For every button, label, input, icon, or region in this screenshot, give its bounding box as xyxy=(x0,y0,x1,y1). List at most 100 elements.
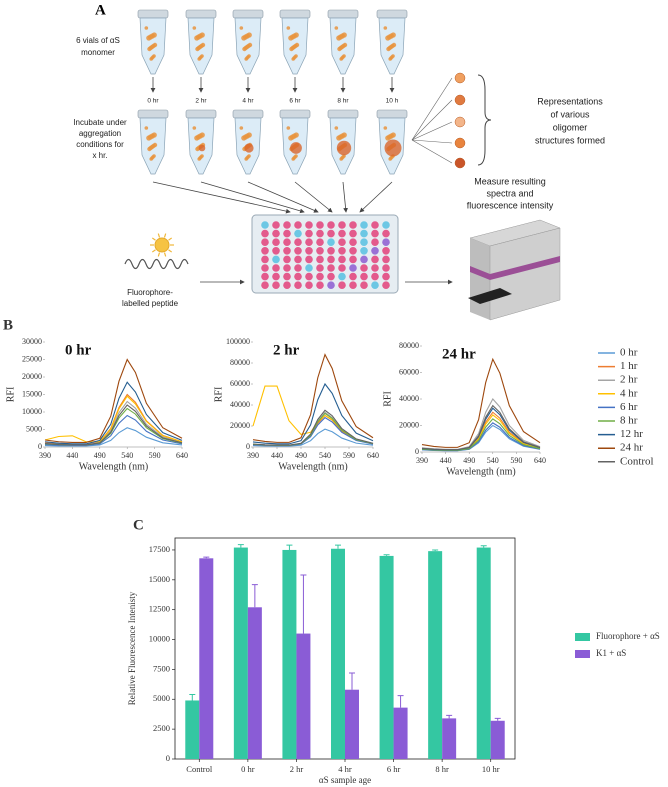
spectrum-line xyxy=(421,357,541,448)
y-tick-label: 7500 xyxy=(153,663,170,673)
monomer xyxy=(247,154,251,158)
monomer xyxy=(199,32,205,38)
y-tick-label: 40000 xyxy=(399,394,419,403)
ray xyxy=(151,237,156,241)
well xyxy=(382,221,390,229)
ray xyxy=(168,237,173,241)
spectrum-line xyxy=(252,353,374,443)
well xyxy=(305,238,313,246)
time-label: 2 hr xyxy=(195,98,207,105)
well xyxy=(272,229,280,238)
well xyxy=(338,255,346,264)
error-bar xyxy=(349,672,355,690)
well xyxy=(261,264,269,272)
monomer xyxy=(293,132,299,138)
x-tick-label: 0 hr xyxy=(241,764,255,774)
y-tick-label: 30000 xyxy=(22,337,42,346)
well xyxy=(338,272,346,281)
monomer xyxy=(151,32,157,38)
legend-swatch xyxy=(575,633,590,641)
well xyxy=(283,221,291,229)
x-tick-label: 440 xyxy=(271,451,283,460)
spectrum-line xyxy=(252,382,374,445)
time-label: 8 hr xyxy=(337,98,349,105)
well xyxy=(305,281,313,290)
well xyxy=(338,229,346,238)
monomer xyxy=(383,126,388,130)
aggregate xyxy=(290,142,302,154)
monomer xyxy=(342,42,348,48)
monomer xyxy=(192,26,197,30)
y-tick-label: 0 xyxy=(166,753,170,763)
error-bar xyxy=(397,695,404,708)
instrument-front xyxy=(470,238,490,320)
vial xyxy=(376,109,408,175)
x-tick-label: 640 xyxy=(176,451,188,460)
vial xyxy=(137,9,169,75)
ray xyxy=(157,252,161,257)
vial-cap xyxy=(232,109,264,119)
panel-label: B xyxy=(3,317,13,333)
panel-title: 0 hr xyxy=(65,342,92,358)
legend-label: 24 hr xyxy=(620,442,643,454)
spectrum-line xyxy=(252,409,374,446)
vial-cap xyxy=(376,9,408,19)
monomer xyxy=(152,142,158,148)
oligomer-text: oligomer xyxy=(553,122,588,132)
vial xyxy=(279,109,311,175)
spectrum-line xyxy=(44,427,183,447)
oligomer-text: Representations xyxy=(537,96,603,106)
well xyxy=(305,264,313,272)
monomer xyxy=(341,132,347,138)
oligomer xyxy=(454,116,466,128)
legend-label: 2 hr xyxy=(620,374,638,386)
legend-label: 6 hr xyxy=(620,401,638,413)
well xyxy=(327,264,335,272)
y-tick-label: 40000 xyxy=(230,400,250,409)
peptide-text: labelled peptide xyxy=(122,299,179,308)
well xyxy=(294,281,302,290)
well xyxy=(327,272,335,281)
well xyxy=(360,272,368,281)
well xyxy=(283,229,291,238)
well xyxy=(360,281,368,290)
well xyxy=(382,247,390,255)
arrow xyxy=(247,181,319,213)
monomer xyxy=(294,154,298,158)
measure-text: spectra and xyxy=(486,188,533,198)
spectrum-line xyxy=(44,404,183,446)
well xyxy=(360,229,368,238)
y-tick-label: 12500 xyxy=(149,604,170,614)
y-tick-label: 10000 xyxy=(22,407,42,416)
x-tick-label: 440 xyxy=(440,456,452,465)
well xyxy=(305,255,313,264)
well xyxy=(261,281,269,290)
well xyxy=(294,238,302,246)
ray xyxy=(163,252,167,257)
well xyxy=(283,264,291,272)
x-tick-label: 490 xyxy=(94,451,106,460)
bar xyxy=(199,558,214,759)
vial-cap xyxy=(279,109,311,119)
y-axis-label: RFI xyxy=(213,387,224,403)
well xyxy=(294,247,302,255)
bar xyxy=(345,689,359,759)
monomer xyxy=(247,42,253,48)
bar xyxy=(476,547,491,759)
error-bar xyxy=(480,545,487,548)
measure-text: fluorescence intensity xyxy=(467,200,554,210)
panel-title: 24 hr xyxy=(442,346,476,362)
spectrum-line xyxy=(252,428,374,447)
monomer xyxy=(152,42,158,48)
vial xyxy=(185,109,217,175)
y-tick-label: 60000 xyxy=(230,379,250,388)
y-tick-label: 5000 xyxy=(153,693,170,703)
well xyxy=(261,255,269,264)
x-axis-label: Wavelength (nm) xyxy=(446,466,515,477)
error-bar xyxy=(300,574,307,634)
well xyxy=(294,255,302,264)
x-tick-label: 4 hr xyxy=(338,764,352,774)
well xyxy=(371,281,379,290)
x-tick-label: 390 xyxy=(39,451,51,460)
x-tick-label: 540 xyxy=(319,451,331,460)
